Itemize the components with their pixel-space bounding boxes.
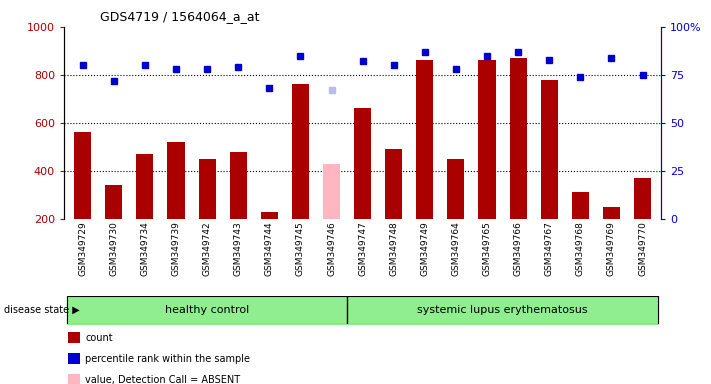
Text: GSM349749: GSM349749 bbox=[420, 221, 429, 276]
Text: GSM349734: GSM349734 bbox=[140, 221, 149, 276]
Bar bbox=[603, 207, 620, 219]
Bar bbox=[261, 212, 278, 219]
Text: disease state ▶: disease state ▶ bbox=[4, 305, 80, 315]
Bar bbox=[479, 61, 496, 219]
Bar bbox=[416, 61, 434, 219]
Bar bbox=[634, 178, 651, 219]
Text: percentile rank within the sample: percentile rank within the sample bbox=[85, 354, 250, 364]
Bar bbox=[323, 164, 340, 219]
Text: GSM349768: GSM349768 bbox=[576, 221, 585, 276]
Text: GSM349748: GSM349748 bbox=[389, 221, 398, 276]
Text: count: count bbox=[85, 333, 113, 343]
Bar bbox=[137, 154, 154, 219]
Bar bbox=[385, 149, 402, 219]
Text: GDS4719 / 1564064_a_at: GDS4719 / 1564064_a_at bbox=[100, 10, 259, 23]
Bar bbox=[572, 192, 589, 219]
Text: GSM349746: GSM349746 bbox=[327, 221, 336, 276]
Text: GSM349744: GSM349744 bbox=[264, 221, 274, 276]
Bar bbox=[540, 80, 558, 219]
Bar bbox=[230, 152, 247, 219]
Text: systemic lupus erythematosus: systemic lupus erythematosus bbox=[417, 305, 588, 315]
Text: GSM349764: GSM349764 bbox=[451, 221, 461, 276]
Bar bbox=[292, 84, 309, 219]
Text: GSM349739: GSM349739 bbox=[171, 221, 181, 276]
Text: GSM349769: GSM349769 bbox=[607, 221, 616, 276]
Bar bbox=[167, 142, 185, 219]
Text: GSM349730: GSM349730 bbox=[109, 221, 118, 276]
Bar bbox=[447, 159, 464, 219]
Text: GSM349766: GSM349766 bbox=[513, 221, 523, 276]
Text: GSM349745: GSM349745 bbox=[296, 221, 305, 276]
Text: value, Detection Call = ABSENT: value, Detection Call = ABSENT bbox=[85, 375, 240, 384]
Text: healthy control: healthy control bbox=[165, 305, 249, 315]
Text: GSM349747: GSM349747 bbox=[358, 221, 367, 276]
Text: GSM349729: GSM349729 bbox=[78, 221, 87, 276]
Bar bbox=[105, 185, 122, 219]
Text: GSM349770: GSM349770 bbox=[638, 221, 647, 276]
Bar bbox=[74, 132, 91, 219]
Bar bbox=[198, 159, 215, 219]
Text: GSM349767: GSM349767 bbox=[545, 221, 554, 276]
Bar bbox=[354, 109, 371, 219]
Bar bbox=[510, 58, 527, 219]
Text: GSM349765: GSM349765 bbox=[483, 221, 491, 276]
Text: GSM349743: GSM349743 bbox=[234, 221, 242, 276]
Text: GSM349742: GSM349742 bbox=[203, 221, 212, 276]
